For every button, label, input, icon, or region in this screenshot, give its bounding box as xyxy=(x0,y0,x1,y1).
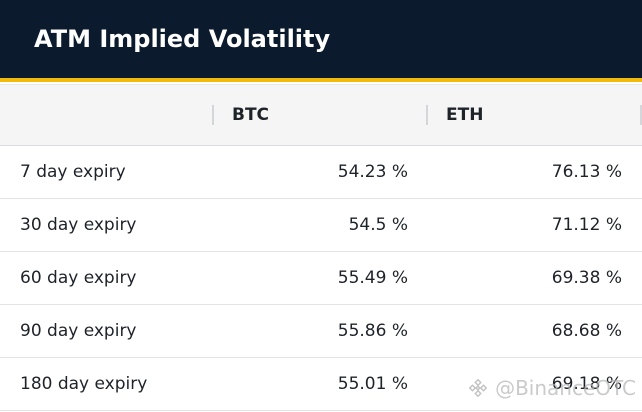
expiry-label: 60 day expiry xyxy=(0,251,212,305)
btc-iv-value: 55.49 % xyxy=(212,251,426,305)
eth-iv-value: 76.13 % xyxy=(426,145,642,199)
column-header-eth[interactable]: ETH xyxy=(426,84,642,146)
eth-iv-value: 69.18 % xyxy=(426,357,642,411)
expiry-label: 90 day expiry xyxy=(0,304,212,358)
accent-bar xyxy=(0,78,642,82)
widget-header: ATM Implied Volatility xyxy=(0,0,642,78)
eth-iv-value: 71.12 % xyxy=(426,198,642,252)
eth-iv-value: 68.68 % xyxy=(426,304,642,358)
watermark: @BinanceOTC xyxy=(467,376,636,400)
table-row: 7 day expiry 54.23 % 76.13 % xyxy=(0,145,642,199)
table-header-row: BTC ETH xyxy=(0,84,642,146)
binance-logo-icon xyxy=(468,378,488,398)
btc-iv-value: 54.23 % xyxy=(212,145,426,199)
table-row: 90 day expiry 55.86 % 68.68 % xyxy=(0,304,642,358)
btc-iv-value: 55.01 % xyxy=(212,357,426,411)
watermark-text: @BinanceOTC xyxy=(495,376,636,400)
column-header-term xyxy=(0,84,212,146)
eth-iv-value: 69.38 % xyxy=(426,251,642,305)
expiry-label: 180 day expiry xyxy=(0,357,212,411)
table-row: 180 day expiry 55.01 % 69.18 % xyxy=(0,357,642,411)
table-row: 30 day expiry 54.5 % 71.12 % xyxy=(0,198,642,252)
expiry-label: 7 day expiry xyxy=(0,145,212,199)
column-header-btc[interactable]: BTC xyxy=(212,84,426,146)
btc-iv-value: 54.5 % xyxy=(212,198,426,252)
expiry-label: 30 day expiry xyxy=(0,198,212,252)
table-row: 60 day expiry 55.49 % 69.38 % xyxy=(0,251,642,305)
widget-title: ATM Implied Volatility xyxy=(34,25,331,53)
volatility-table: BTC ETH 7 day expiry 54.23 % 76.13 % 30 … xyxy=(0,84,642,411)
btc-iv-value: 55.86 % xyxy=(212,304,426,358)
